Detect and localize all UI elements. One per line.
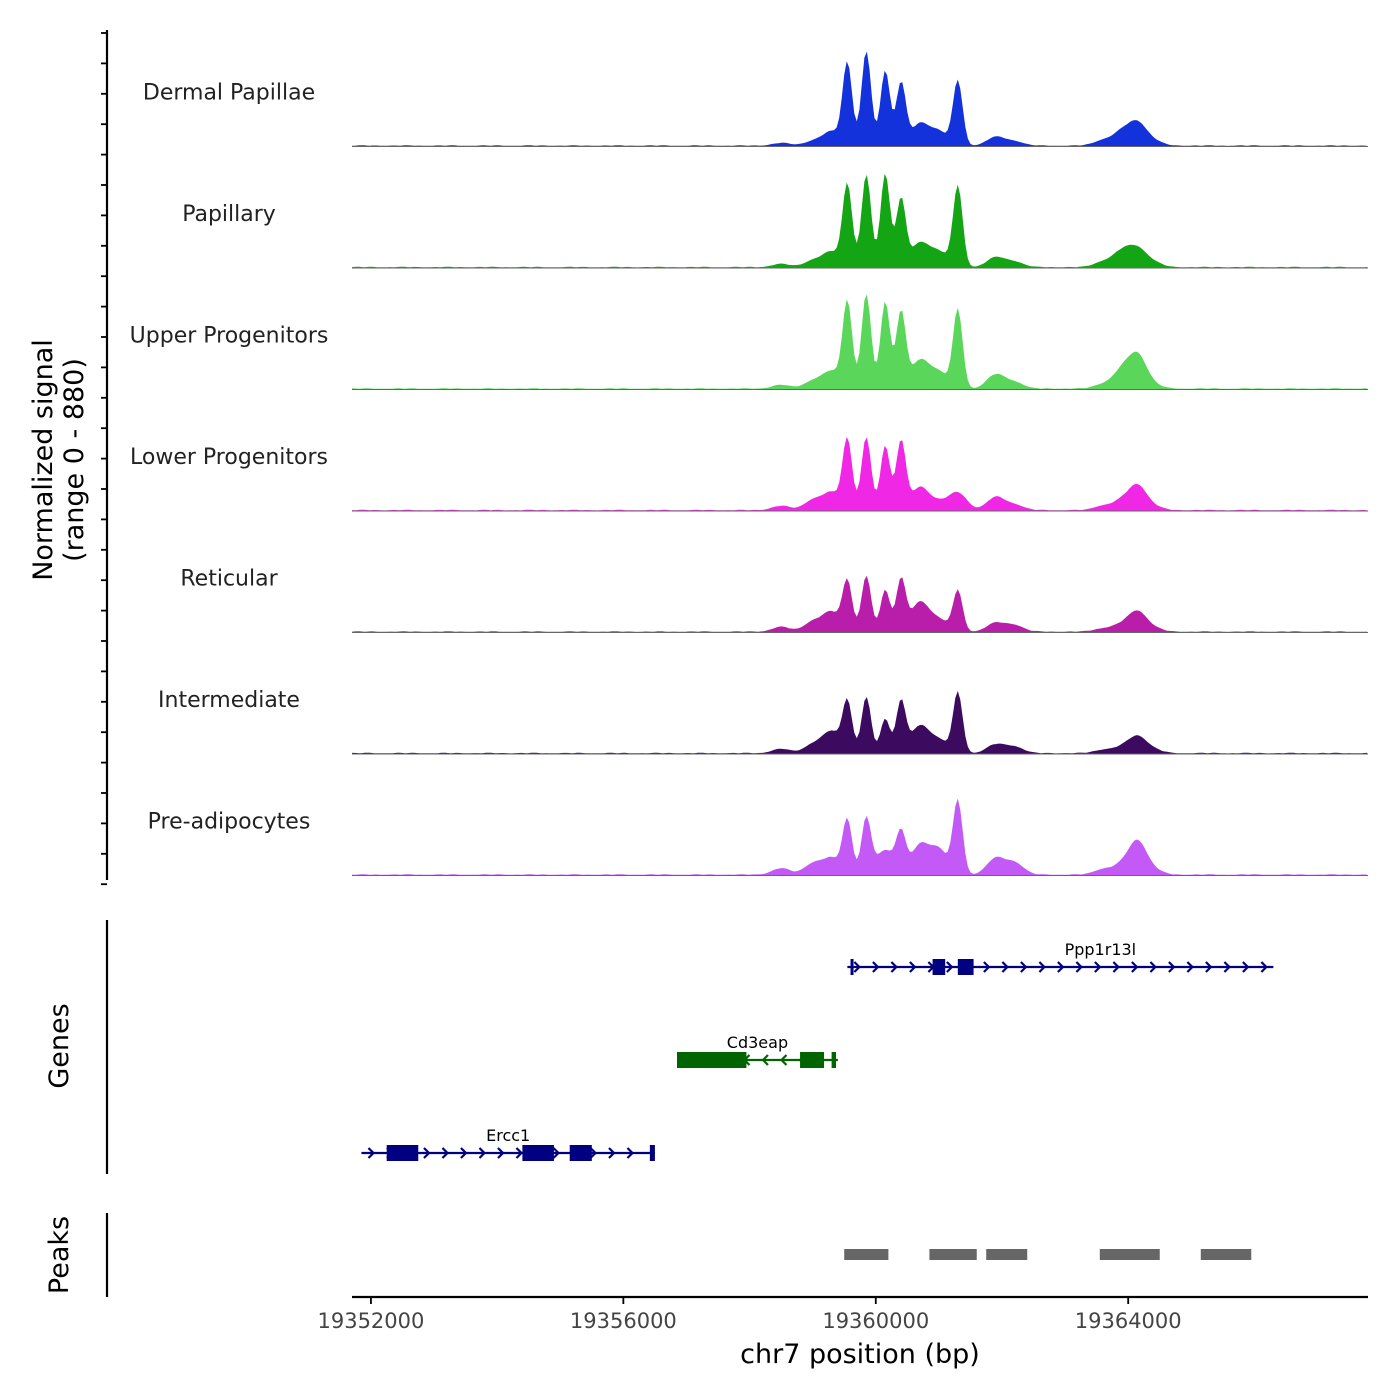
track-label: Lower Progenitors: [130, 445, 328, 470]
strand-arrow: [497, 1147, 505, 1159]
coverage-track-4: Lower Progenitors: [130, 436, 1368, 512]
track-label: Papillary: [182, 202, 276, 227]
coverage-area: [352, 798, 1368, 876]
gene-exon: [932, 959, 946, 975]
strand-arrow: [423, 1147, 431, 1159]
x-axis-title: chr7 position (bp): [740, 1339, 980, 1370]
gene-exon: [831, 1052, 837, 1068]
coverage-track-5: Reticular: [180, 567, 1368, 633]
strand-arrow: [872, 961, 880, 973]
strand-arrow: [460, 1147, 468, 1159]
strand-arrow: [1020, 961, 1028, 973]
track-label: Upper Progenitors: [130, 324, 329, 349]
gene-exon: [800, 1052, 825, 1068]
strand-arrow: [1075, 961, 1083, 973]
strand-arrow: [1242, 961, 1250, 973]
gene-exon: [676, 1052, 747, 1068]
coverage-area: [352, 436, 1368, 511]
coverage-track-2: Papillary: [182, 173, 1368, 269]
y-axis-title: Normalized signal (range 0 - 880): [28, 339, 90, 581]
strand-arrow: [626, 1147, 635, 1159]
strand-arrow: [1094, 961, 1102, 973]
coverage-area: [352, 51, 1368, 147]
peak-region: [986, 1249, 1028, 1260]
x-tick-label: 19356000: [570, 1309, 677, 1333]
strand-arrow: [1112, 961, 1120, 973]
strand-arrow: [1260, 961, 1268, 973]
gene-exon: [522, 1145, 554, 1161]
coverage-track-1: Dermal Papillae: [143, 51, 1368, 147]
strand-arrow: [853, 961, 861, 973]
strand-arrow: [1001, 961, 1009, 973]
strand-arrow: [779, 1054, 788, 1066]
peak-region: [1200, 1249, 1252, 1260]
strand-arrow: [367, 1147, 376, 1159]
track-label: Intermediate: [158, 688, 300, 713]
x-tick-label: 19352000: [317, 1309, 424, 1333]
gene-exon: [569, 1145, 592, 1161]
gene-ercc1: Ercc1: [361, 1126, 655, 1161]
coverage-area: [352, 294, 1368, 390]
gene-label: Cd3eap: [727, 1033, 788, 1052]
strand-arrow: [1223, 961, 1231, 973]
genes-panel-title: Genes: [44, 1003, 75, 1088]
strand-arrow: [608, 1147, 616, 1159]
coverage-track-6: Intermediate: [158, 688, 1368, 755]
strand-arrow: [1038, 961, 1046, 973]
x-tick-label: 19364000: [1075, 1309, 1182, 1333]
y-axis-title-line2: (range 0 - 880): [59, 358, 90, 562]
strand-arrow: [1168, 961, 1176, 973]
gene-exon: [386, 1145, 419, 1161]
strand-arrow: [946, 961, 954, 973]
strand-arrow: [589, 1147, 598, 1159]
x-tick-label: 19360000: [822, 1309, 929, 1333]
peak-region: [1099, 1249, 1160, 1260]
gene-label: Ercc1: [486, 1126, 530, 1145]
gene-exon: [649, 1145, 655, 1161]
gene-exon: [957, 959, 974, 975]
y-axis-title-line1: Normalized signal: [28, 339, 59, 581]
track-label: Dermal Papillae: [143, 81, 315, 106]
track-label: Reticular: [180, 567, 278, 592]
strand-arrow: [515, 1147, 524, 1159]
coverage-track-7: Pre-adipocytes: [148, 798, 1368, 876]
peak-region: [929, 1249, 977, 1260]
strand-arrow: [1057, 961, 1065, 973]
strand-arrow: [552, 1147, 561, 1159]
strand-arrow: [761, 1054, 769, 1066]
strand-arrow: [1186, 961, 1194, 973]
strand-arrow: [441, 1147, 450, 1159]
strand-arrow: [1149, 961, 1157, 973]
gene-exon: [850, 959, 854, 975]
coverage-area: [352, 575, 1368, 633]
peak-region: [844, 1249, 889, 1260]
track-label: Pre-adipocytes: [148, 810, 311, 835]
strand-arrow: [909, 961, 917, 973]
coverage-track-3: Upper Progenitors: [130, 294, 1368, 390]
peaks-panel-title: Peaks: [44, 1216, 75, 1294]
gene-label: Ppp1r13l: [1065, 940, 1137, 959]
gene-cd3eap: Cd3eap: [676, 1033, 838, 1068]
coverage-area: [352, 173, 1368, 268]
strand-arrow: [478, 1147, 487, 1159]
strand-arrow: [983, 961, 991, 973]
strand-arrow: [1131, 961, 1139, 973]
gene-ppp1r13l: Ppp1r13l: [847, 940, 1274, 975]
coverage-area: [352, 691, 1368, 754]
strand-arrow: [890, 961, 898, 973]
strand-arrow: [1205, 961, 1213, 973]
